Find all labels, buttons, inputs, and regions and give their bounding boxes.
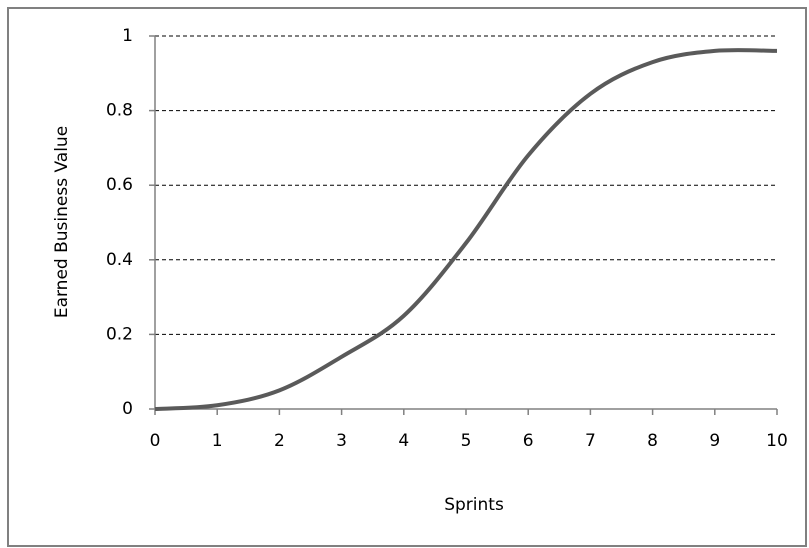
- x-tick-label: 8: [647, 431, 658, 451]
- data-line: [154, 48, 778, 411]
- x-tick-label: 4: [398, 431, 409, 451]
- y-tick-label: 0.4: [106, 250, 133, 270]
- x-tick-label: 2: [274, 431, 285, 451]
- x-tick-label: 5: [461, 431, 472, 451]
- y-tick-label: 0.2: [106, 324, 133, 344]
- x-tick-label: 7: [585, 431, 596, 451]
- y-tick-label: 0.6: [106, 175, 133, 195]
- y-tick-label: 1: [122, 26, 133, 46]
- x-tick-label: 6: [523, 431, 534, 451]
- y-tick-label: 0: [122, 399, 133, 419]
- chart-frame: [7, 7, 807, 547]
- x-tick-label: 9: [709, 431, 720, 451]
- x-tick-label: 10: [766, 431, 788, 451]
- y-tick-label: 0.8: [106, 101, 133, 121]
- x-tick-label: 3: [336, 431, 347, 451]
- x-tick-label: 0: [150, 431, 161, 451]
- y-axis-label: Earned Business Value: [52, 126, 72, 318]
- x-tick-label: 1: [212, 431, 223, 451]
- x-axis-label: Sprints: [444, 495, 504, 515]
